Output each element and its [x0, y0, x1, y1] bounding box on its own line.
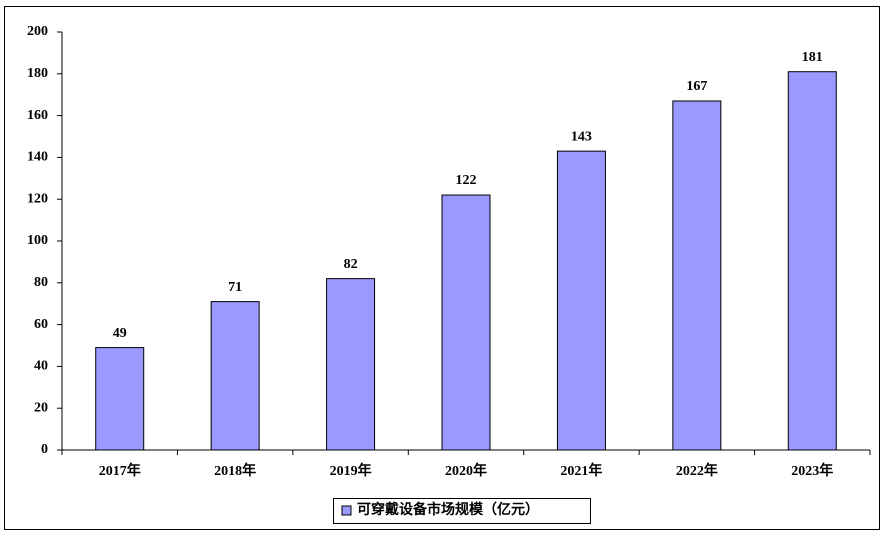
y-tick-label: 100	[27, 233, 48, 248]
data-label: 167	[686, 79, 707, 94]
x-tick-label: 2017年	[99, 462, 141, 479]
data-label: 181	[802, 50, 823, 65]
x-tick-label: 2023年	[791, 462, 833, 479]
y-tick-label: 80	[34, 275, 48, 290]
x-tick-label: 2021年	[560, 462, 602, 479]
x-tick-label: 2019年	[330, 462, 372, 479]
y-tick-label: 180	[27, 66, 48, 81]
y-tick-label: 200	[27, 24, 48, 39]
bar	[210, 301, 260, 451]
data-label: 122	[456, 173, 477, 188]
data-label: 71	[228, 280, 242, 295]
bar	[441, 194, 491, 451]
legend-box	[333, 498, 591, 524]
x-tick-label: 2020年	[445, 462, 487, 479]
y-tick-label: 120	[27, 191, 48, 206]
legend-label: 可穿戴设备市场规模（亿元）	[357, 501, 539, 518]
bar	[556, 150, 606, 451]
x-tick-label: 2022年	[676, 462, 718, 479]
y-tick-label: 40	[34, 359, 48, 374]
y-tick-label: 0	[41, 442, 48, 457]
y-tick-label: 140	[27, 150, 48, 165]
y-tick-label: 60	[34, 317, 48, 332]
legend-swatch	[341, 505, 352, 516]
bar	[787, 71, 837, 451]
data-label: 49	[113, 326, 127, 341]
y-tick-label: 20	[34, 400, 48, 415]
x-tick-label: 2018年	[214, 462, 256, 479]
bar	[326, 278, 376, 451]
data-label: 143	[571, 129, 592, 144]
bar	[672, 100, 722, 451]
y-tick-label: 160	[27, 108, 48, 123]
data-label: 82	[344, 257, 358, 272]
bar	[95, 347, 145, 451]
